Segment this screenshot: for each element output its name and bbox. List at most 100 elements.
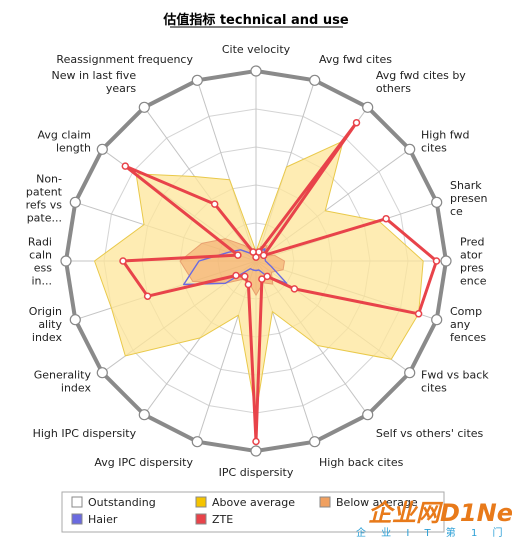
legend-label: Below average (336, 496, 418, 509)
axis-label: Avg fwd cites by others (376, 69, 466, 95)
zte-point (414, 310, 423, 318)
axis-label: Cite velocity (222, 43, 291, 56)
zte-point (234, 251, 242, 259)
zte-point (432, 257, 441, 265)
axis-label-line: Avg fwd cites (319, 53, 392, 66)
axis-label-line: pres (460, 262, 484, 275)
axis-label: Self vs others' cites (376, 427, 484, 440)
axis-label-line: ce (450, 205, 463, 218)
axis-label-line: High back cites (319, 456, 404, 469)
zte-point (143, 292, 152, 300)
axis-label-line: length (56, 142, 91, 155)
legend-label: Outstanding (88, 496, 156, 509)
axis-label-line: Non- (36, 173, 62, 186)
axis-marker (69, 314, 81, 326)
axis-label-line: Origin (29, 305, 62, 318)
axis-label-line: fences (450, 331, 486, 344)
axis-marker (96, 143, 108, 155)
axis-marker (96, 367, 108, 379)
axis-label-line: Self vs others' cites (376, 427, 484, 440)
axis-label: Radi caln ess in... (28, 236, 52, 288)
axis-label-line: years (106, 82, 137, 95)
zte-point (244, 280, 253, 289)
axis-label: Shark presen ce (450, 179, 488, 218)
legend-label: Haier (88, 513, 118, 526)
axis-marker (404, 367, 416, 379)
axis-marker (362, 409, 374, 421)
axis-marker (250, 445, 262, 457)
chart-title: 估值指标 technical and use (162, 12, 349, 28)
axis-label-line: caln (29, 249, 52, 262)
axis-label-line: presen (450, 192, 488, 205)
axis-marker (191, 436, 203, 448)
legend-swatch (195, 496, 207, 508)
axis-label-line: High IPC dispersity (33, 427, 137, 440)
axis-label-line: index (61, 381, 92, 394)
axis-label-line: patent (26, 186, 63, 199)
axis-label: High back cites (319, 456, 404, 469)
axis-label-line: any (450, 318, 471, 331)
axis-marker (431, 314, 443, 326)
axis-label: High IPC dispersity (33, 427, 137, 440)
axis-label: Pred ator pres ence (460, 236, 487, 288)
axis-label: Avg IPC dispersity (94, 456, 193, 469)
axis-label-line: ence (460, 275, 487, 288)
axis-label-line: cites (421, 381, 447, 394)
axis-label-line: Radi (28, 236, 52, 249)
axis-label: Fwd vs back cites (421, 368, 489, 394)
axis-label-line: Avg fwd cites by (376, 69, 466, 82)
axis-label-line: Reassignment frequency (56, 53, 193, 66)
axis-marker (138, 409, 150, 421)
legend-swatch (71, 513, 83, 525)
radar-series (94, 118, 441, 446)
zte-point (290, 285, 299, 293)
axis-label: New in last five years (52, 69, 137, 95)
axis-label-line: High fwd (421, 129, 469, 142)
axis-marker (309, 436, 321, 448)
axis-label-line: Shark (450, 179, 482, 192)
axis-label-line: ality (38, 318, 62, 331)
axis-label-line: ess (34, 262, 52, 275)
legend-swatch (71, 496, 83, 508)
legend-swatch (195, 513, 207, 525)
axis-label-line: in... (31, 275, 52, 288)
axis-marker (404, 143, 416, 155)
axis-marker (138, 101, 150, 113)
axis-marker (309, 74, 321, 86)
zte-point (258, 275, 266, 283)
axis-marker (60, 255, 72, 267)
zte-point (249, 248, 257, 256)
axis-marker (440, 255, 452, 267)
zte-point (241, 272, 249, 281)
axis-label-line: cites (421, 142, 447, 155)
legend: Outstanding Above average Below average Hai… (61, 491, 445, 533)
zte-point (232, 271, 240, 280)
zte-point (121, 162, 130, 170)
axis-label: Avg fwd cites (319, 53, 392, 66)
axis-marker (362, 101, 374, 113)
axis-label-line: Avg IPC dispersity (94, 456, 193, 469)
legend-box (61, 491, 445, 533)
axis-marker (250, 65, 262, 77)
legend-label: ZTE (212, 513, 233, 526)
axis-marker (191, 74, 203, 86)
axis-label-line: Cite velocity (222, 43, 291, 56)
axis-label: Reassignment frequency (56, 53, 193, 66)
axis-label-line: ator (460, 249, 483, 262)
axis-label: Non-patent refs vs pate... (26, 173, 63, 225)
zte-point (352, 118, 361, 127)
axis-label: Avg claim length (38, 129, 92, 155)
axis-label-line: index (32, 331, 63, 344)
watermark-brand: 企业网D1Net (368, 499, 512, 527)
series-zte (119, 118, 441, 446)
axis-label: Comp any fences (450, 305, 486, 344)
axis-label-line: Generality (34, 368, 92, 381)
axis-label-line: pate... (27, 212, 62, 225)
axis-label-line: Pred (460, 236, 484, 249)
zte-point (382, 214, 390, 223)
axis-marker (69, 196, 81, 208)
axis-labels: Cite velocity Avg fwd cites Avg fwd cites … (26, 43, 490, 479)
legend-label: Above average (212, 496, 295, 509)
axis-label-line: others (376, 82, 411, 95)
